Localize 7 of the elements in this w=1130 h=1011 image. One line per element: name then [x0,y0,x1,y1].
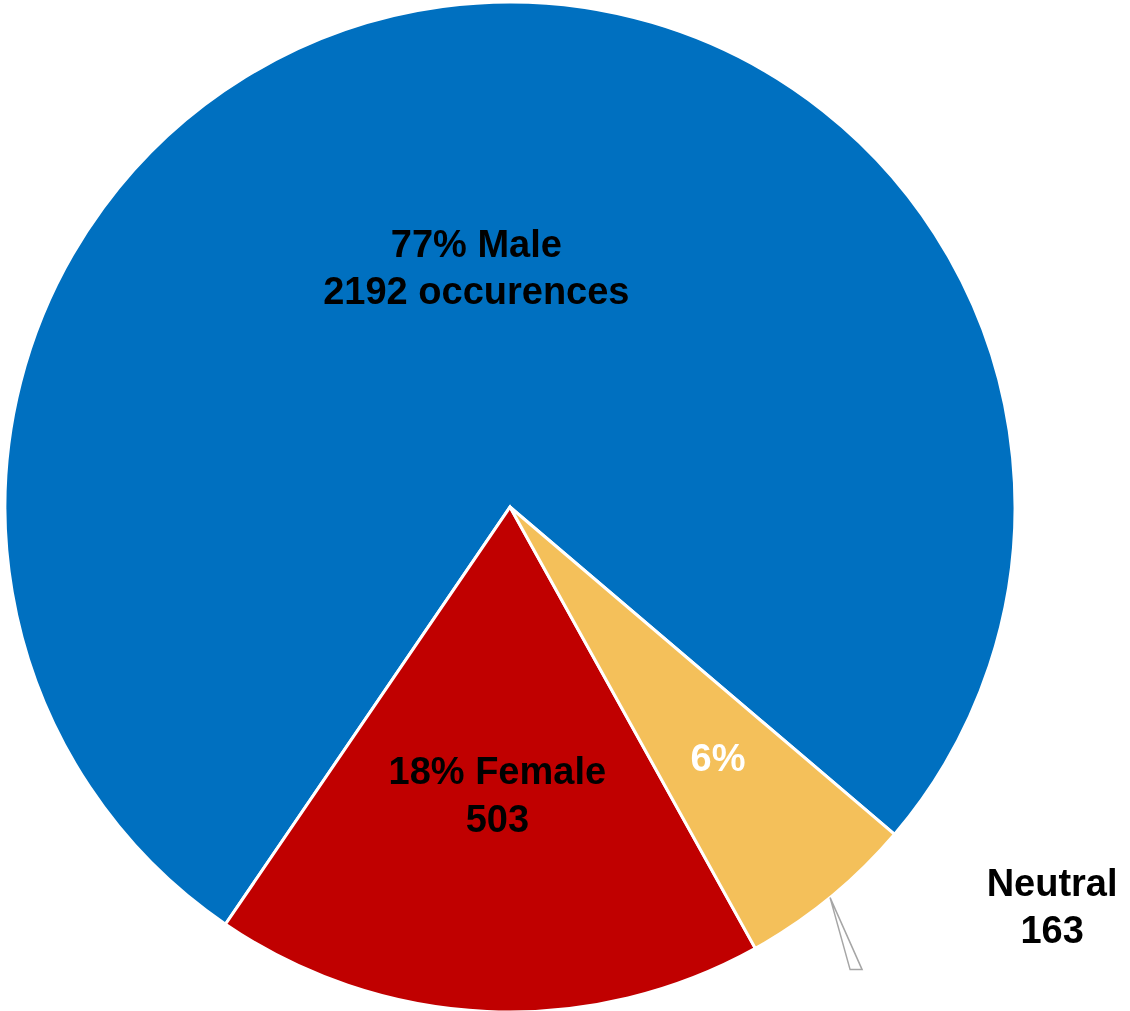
data-label: 503 [465,797,530,840]
text: 6% [690,736,746,779]
text: 18% Female [388,750,607,793]
slice-label: Neutral [986,861,1118,904]
text: 77% Male [390,222,562,265]
data-label: 2192 occurences [323,270,630,313]
data-label: 163 [1020,909,1084,952]
